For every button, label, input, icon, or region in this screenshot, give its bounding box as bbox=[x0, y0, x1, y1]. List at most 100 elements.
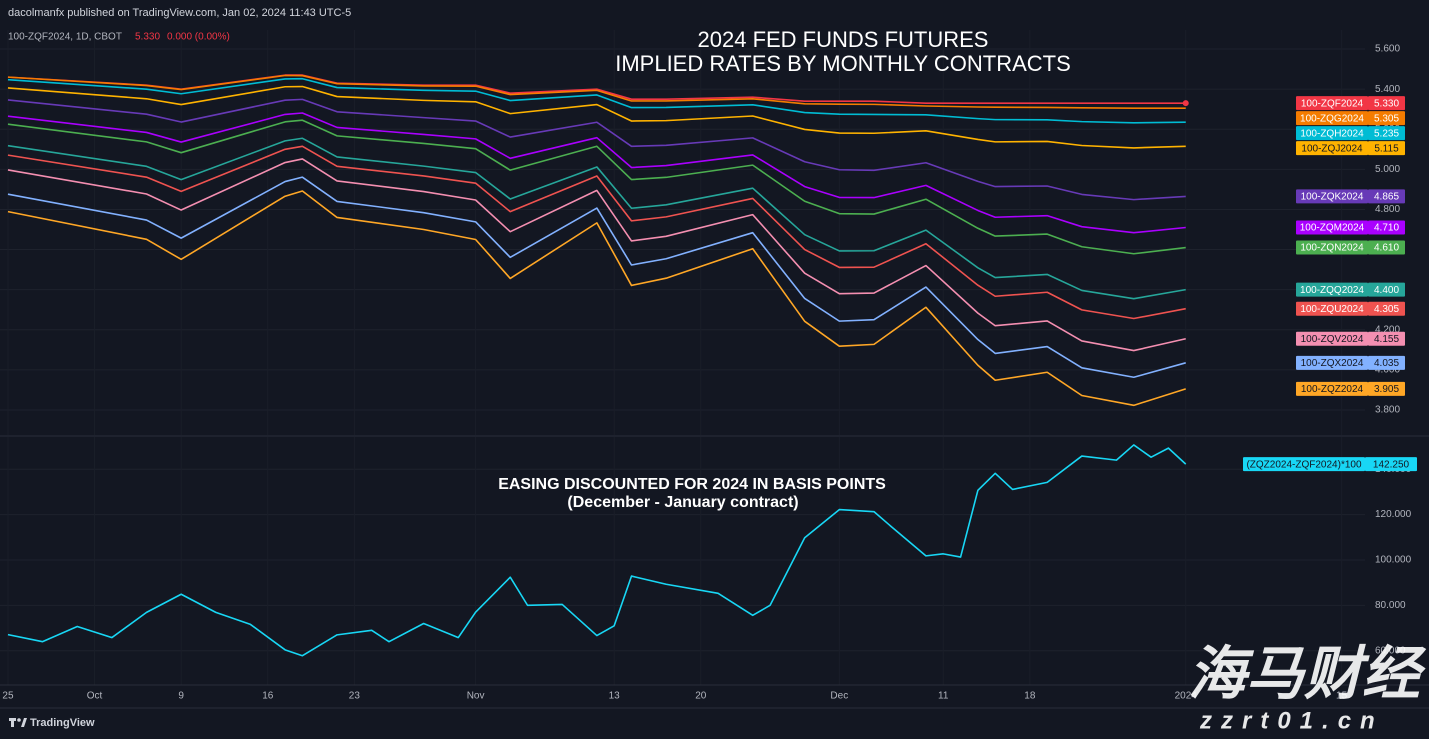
value-label-bg bbox=[1368, 282, 1405, 297]
legend-name-bg bbox=[1296, 141, 1368, 156]
series-line bbox=[7, 77, 1186, 124]
value-label: 4.865 bbox=[1374, 192, 1399, 203]
footer-logo bbox=[9, 718, 27, 727]
legend-name: 100-ZQZ2024 bbox=[1301, 384, 1364, 395]
y-tick-label: 100.000 bbox=[1375, 555, 1412, 566]
value-label: 5.115 bbox=[1374, 143, 1399, 154]
value-label: 5.305 bbox=[1374, 113, 1399, 124]
y-tick-label: 5.000 bbox=[1375, 164, 1400, 175]
legend-name-bg bbox=[1296, 240, 1368, 255]
series-line bbox=[7, 145, 1186, 320]
watermark-site: zzrt01.cn bbox=[1199, 707, 1384, 734]
value-label-bg bbox=[1368, 189, 1405, 204]
chart-title: 2024 FED FUNDS FUTURES bbox=[698, 27, 989, 52]
y-tick-label: 4.000 bbox=[1375, 364, 1400, 375]
x-tick-label: 23 bbox=[349, 691, 361, 702]
series-line bbox=[7, 190, 1186, 407]
series-line bbox=[7, 119, 1186, 255]
x-tick-label: 11 bbox=[938, 691, 949, 702]
value-label: 5.330 bbox=[1374, 98, 1399, 109]
value-label-bg bbox=[1368, 240, 1405, 255]
y-tick-label: 80.000 bbox=[1375, 600, 1406, 611]
legend-name: 100-ZQK2024 bbox=[1301, 192, 1364, 203]
chart-subtitle: IMPLIED RATES BY MONTHLY CONTRACTS bbox=[615, 51, 1071, 76]
value-label: 5.235 bbox=[1374, 128, 1399, 139]
series-line bbox=[7, 98, 1186, 201]
legend-name-bg bbox=[1296, 96, 1368, 111]
x-tick-label: 25 bbox=[2, 691, 14, 702]
x-tick-label: Dec bbox=[830, 691, 848, 702]
series-line bbox=[7, 85, 1186, 149]
value-label-bg bbox=[1368, 141, 1405, 156]
value-label-bg bbox=[1368, 331, 1405, 346]
legend-name-bg bbox=[1296, 126, 1368, 141]
logo-shape bbox=[21, 718, 27, 727]
value-label-bg bbox=[1368, 381, 1405, 396]
legend-name: (ZQZ2024-ZQF2024)*100 bbox=[1246, 459, 1361, 470]
y-tick-label: 5.400 bbox=[1375, 84, 1400, 95]
x-tick-label: 9 bbox=[178, 691, 184, 702]
legend-name-bg bbox=[1296, 381, 1368, 396]
x-tick-label: Oct bbox=[87, 691, 103, 702]
change: 0.000 (0.00%) bbox=[167, 32, 230, 43]
value-label-bg bbox=[1368, 301, 1405, 316]
legend-name: 100-ZQN2024 bbox=[1300, 243, 1364, 254]
x-tick-label: 18 bbox=[1024, 691, 1036, 702]
value-label: 3.905 bbox=[1374, 384, 1399, 395]
logo-shape bbox=[17, 718, 21, 722]
legend-name-bg bbox=[1296, 331, 1368, 346]
value-label: 4.400 bbox=[1374, 285, 1399, 296]
value-label: 4.710 bbox=[1374, 223, 1399, 234]
value-label: 4.035 bbox=[1374, 358, 1399, 369]
value-label: 4.305 bbox=[1374, 304, 1399, 315]
symbol: 100-ZQF2024, 1D, CBOT bbox=[8, 32, 122, 43]
legend-name-bg bbox=[1296, 282, 1368, 297]
series-line bbox=[7, 74, 1186, 109]
legend-name-bg bbox=[1296, 189, 1368, 204]
value-label-bg bbox=[1368, 96, 1405, 111]
legend-name: 100-ZQF2024 bbox=[1301, 98, 1364, 109]
legend-name-bg bbox=[1296, 355, 1368, 370]
price: 5.330 bbox=[135, 32, 160, 43]
x-tick-label: 2024 bbox=[1175, 691, 1198, 702]
legend-name: 100-ZQG2024 bbox=[1300, 113, 1364, 124]
x-tick-label: Nov bbox=[467, 691, 485, 702]
series-line bbox=[7, 444, 1187, 657]
grid-layer: 5.6005.4005.2005.0004.8004.6004.4004.200… bbox=[0, 30, 1412, 702]
y-tick-label: 4.800 bbox=[1375, 204, 1400, 215]
value-label-bg bbox=[1368, 220, 1405, 235]
logo-shape bbox=[11, 718, 14, 727]
series-line bbox=[7, 112, 1186, 234]
y-tick-label: 5.600 bbox=[1375, 44, 1400, 55]
value-label-bg bbox=[1368, 355, 1405, 370]
y-tick-label: 4.200 bbox=[1375, 324, 1400, 335]
value-label-bg bbox=[1368, 111, 1405, 126]
watermark-title: 海马财经 bbox=[1188, 641, 1427, 706]
price-labels: 100-ZQF2024 5.330 100-ZQG2024 5.305 100-ZQH2… bbox=[1243, 96, 1417, 472]
legend-name: 100-ZQU2024 bbox=[1300, 304, 1364, 315]
chart-subtitle: (December - January contract) bbox=[567, 494, 798, 511]
legend-name-bg bbox=[1296, 301, 1368, 316]
x-tick-label: 15 bbox=[1336, 691, 1348, 702]
legend-name: 100-ZQM2024 bbox=[1300, 223, 1365, 234]
x-tick-label: 16 bbox=[262, 691, 274, 702]
value-label-bg bbox=[1365, 457, 1417, 472]
legend-name-bg bbox=[1243, 457, 1365, 472]
value-label: 4.155 bbox=[1374, 334, 1399, 345]
last-point bbox=[1182, 100, 1189, 107]
value-label: 142.250 bbox=[1373, 459, 1410, 470]
legend-name-bg bbox=[1296, 111, 1368, 126]
plot-layer bbox=[7, 74, 1189, 657]
series-line bbox=[7, 176, 1186, 379]
value-label: 4.610 bbox=[1374, 243, 1399, 254]
legend-name: 100-ZQQ2024 bbox=[1300, 285, 1364, 296]
publisher: dacolmanfx published on TradingView.com,… bbox=[8, 7, 351, 19]
value-label-bg bbox=[1368, 126, 1405, 141]
chart-title: EASING DISCOUNTED FOR 2024 IN BASIS POIN… bbox=[498, 476, 886, 493]
x-tick-label: 13 bbox=[609, 691, 621, 702]
legend-name: 100-ZQX2024 bbox=[1301, 358, 1364, 369]
x-tick-label: 20 bbox=[695, 691, 707, 702]
legend-name-bg bbox=[1296, 220, 1368, 235]
